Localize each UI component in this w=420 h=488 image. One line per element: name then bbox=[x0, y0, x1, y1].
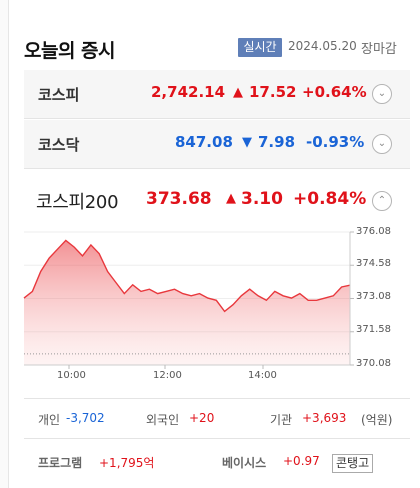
x-tick-label: 10:00 bbox=[57, 370, 86, 381]
index-row-kospi200[interactable]: 코스피200 373.68 ▲ 3.10 +0.84% ⌃ bbox=[24, 176, 410, 226]
contango-badge: 콘탱고 bbox=[332, 454, 374, 473]
investor-label: 외국인 bbox=[146, 413, 180, 427]
investor-label: 개인 bbox=[38, 413, 61, 427]
index-value: 2,742.14 bbox=[151, 83, 226, 101]
index-value: 847.08 bbox=[175, 133, 233, 151]
index-change: 3.10 bbox=[241, 189, 283, 209]
chevron-down-icon[interactable]: ⌄ bbox=[372, 134, 392, 154]
investor-value: +20 bbox=[189, 411, 215, 425]
index-change: 7.98 bbox=[258, 133, 296, 151]
header: 오늘의 증시 실시간 2024.05.20 장마감 bbox=[24, 30, 410, 70]
page-title: 오늘의 증시 bbox=[24, 40, 116, 62]
kospi200-intraday-chart[interactable]: 376.08 374.58 373.08 371.58 370.08 10:00… bbox=[0, 222, 410, 390]
index-percent: +0.64% bbox=[302, 83, 367, 101]
up-arrow-icon: ▲ bbox=[233, 85, 243, 100]
index-name: 코스닥 bbox=[38, 136, 80, 154]
chevron-up-icon[interactable]: ⌃ bbox=[372, 191, 392, 211]
index-row-kosdaq[interactable]: 코스닥 847.08 ▼ 7.98 -0.93% ⌄ bbox=[24, 120, 410, 169]
up-arrow-icon: ▲ bbox=[226, 191, 236, 206]
y-tick-label: 371.58 bbox=[356, 324, 391, 335]
index-percent: +0.84% bbox=[293, 189, 367, 209]
program-basis-row: 프로그램 +1,795억 베이시스 +0.97 콘탱고 bbox=[24, 438, 410, 479]
down-arrow-icon: ▼ bbox=[242, 135, 252, 150]
area-fill bbox=[24, 240, 350, 365]
index-percent: -0.93% bbox=[306, 133, 365, 151]
y-tick-label: 370.08 bbox=[356, 358, 391, 369]
program-value: +1,795억 bbox=[99, 456, 155, 470]
index-change: 17.52 bbox=[249, 83, 297, 101]
x-tick-label: 12:00 bbox=[153, 370, 182, 381]
basis-label: 베이시스 bbox=[222, 456, 267, 470]
index-row-kospi[interactable]: 코스피 2,742.14 ▲ 17.52 +0.64% ⌄ bbox=[24, 70, 410, 119]
investor-label: 기관 bbox=[270, 413, 293, 427]
chevron-down-icon[interactable]: ⌄ bbox=[372, 84, 392, 104]
index-name: 코스피200 bbox=[36, 192, 119, 213]
price-line bbox=[23, 239, 351, 313]
live-badge[interactable]: 실시간 bbox=[238, 38, 282, 57]
unit-label: (억원) bbox=[361, 413, 393, 427]
program-label: 프로그램 bbox=[38, 456, 83, 470]
index-value: 373.68 bbox=[146, 189, 212, 209]
investor-value: -3,702 bbox=[66, 411, 105, 425]
y-tick-label: 373.08 bbox=[356, 291, 391, 302]
y-tick-label: 376.08 bbox=[356, 226, 391, 237]
x-tick-label: 14:00 bbox=[248, 370, 277, 381]
panel-left-border bbox=[0, 0, 9, 488]
chart-svg bbox=[23, 231, 354, 369]
market-status: 장마감 bbox=[361, 42, 397, 57]
market-summary-panel: 오늘의 증시 실시간 2024.05.20 장마감 코스피 2,742.14 ▲… bbox=[0, 0, 410, 488]
market-date: 2024.05.20 bbox=[288, 39, 357, 53]
investor-flow: 개인 -3,702 외국인 +20 기관 +3,693 (억원) bbox=[24, 398, 410, 439]
basis-value: +0.97 bbox=[283, 454, 320, 468]
investor-value: +3,693 bbox=[302, 411, 347, 425]
y-tick-label: 374.58 bbox=[356, 258, 391, 269]
index-name: 코스피 bbox=[38, 86, 80, 104]
